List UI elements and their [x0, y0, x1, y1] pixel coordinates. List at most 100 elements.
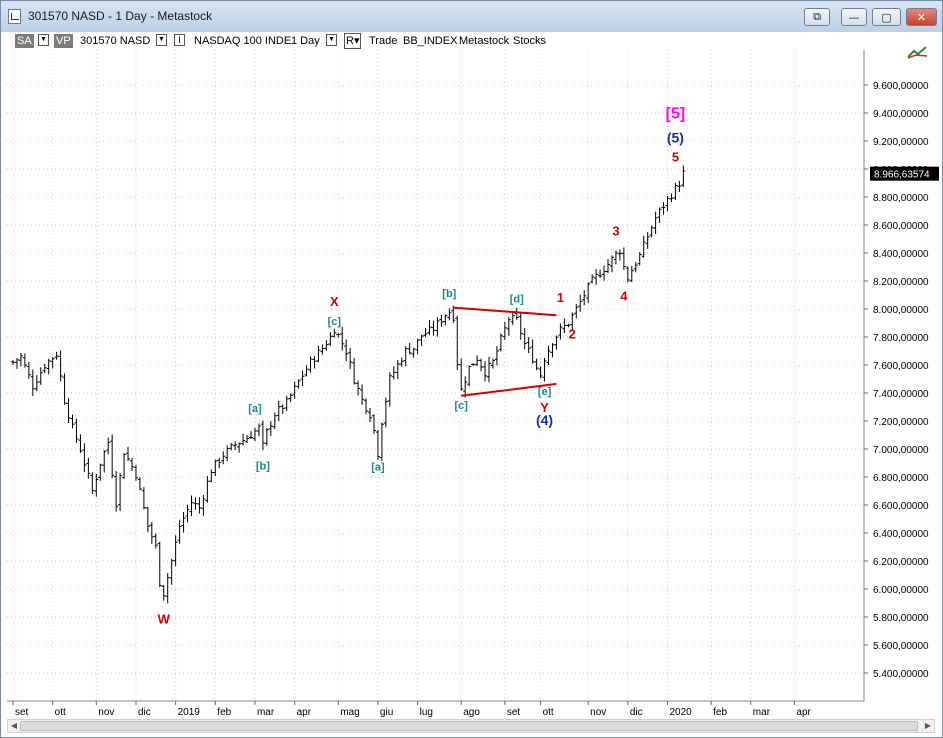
- ohlc-bar: [546, 345, 551, 365]
- ohlc-bar: [153, 533, 158, 549]
- ohlc-bar: [594, 269, 599, 285]
- ohlc-bar: [415, 338, 420, 355]
- period-dropdown-icon[interactable]: ▼: [326, 34, 337, 46]
- ohlc-bar: [379, 422, 384, 462]
- ohlc-bar: [542, 358, 547, 382]
- ohlc-bar: [241, 433, 246, 446]
- wave-label: 1: [557, 290, 564, 305]
- last-price-box: [870, 166, 939, 181]
- ohlc-bar: [661, 202, 666, 215]
- wave-label: Y: [540, 400, 549, 415]
- ohlc-bar: [249, 431, 253, 439]
- ohlc-bar: [475, 355, 480, 367]
- chart-window-icon: [8, 9, 21, 24]
- triangle-trendline: [453, 306, 557, 317]
- vp-button[interactable]: VP: [54, 34, 73, 48]
- chart-grid: [7, 50, 864, 701]
- x-tick-label: feb: [217, 707, 231, 718]
- ohlc-bar: [245, 435, 250, 443]
- y-tick-label: 7.000,00000: [873, 445, 929, 456]
- ohlc-bar: [566, 323, 571, 328]
- scroll-left-icon[interactable]: ◀: [10, 721, 18, 730]
- ohlc-bar: [590, 274, 595, 284]
- ohlc-bar: [399, 357, 404, 367]
- ohlc-bar: [38, 367, 43, 385]
- wave-label: W: [158, 611, 171, 626]
- ohlc-bar: [94, 473, 99, 497]
- ohlc-bar: [86, 457, 91, 479]
- ohlc-bar: [463, 376, 468, 398]
- y-tick-label: 8.000,00000: [873, 305, 929, 316]
- close-button[interactable]: ✕: [906, 8, 937, 26]
- chart-tool-icon[interactable]: [906, 45, 930, 59]
- x-tick-label: ott: [543, 707, 554, 718]
- scroll-right-icon[interactable]: ▶: [924, 721, 932, 730]
- ohlc-bar: [439, 314, 444, 327]
- ohlc-bar: [554, 335, 559, 350]
- ohlc-bar: [268, 421, 273, 436]
- ohlc-bar: [256, 423, 261, 437]
- symbol-dropdown-icon[interactable]: ▼: [156, 34, 167, 46]
- restore-chart-button[interactable]: ⧉: [804, 8, 830, 26]
- ohlc-bar: [34, 375, 39, 392]
- y-tick-label: 6.800,00000: [873, 473, 929, 484]
- wave-label: 5: [672, 149, 679, 164]
- ohlc-bar: [498, 333, 503, 352]
- ohlc-bar: [284, 395, 289, 412]
- ohlc-bars: [11, 165, 686, 604]
- y-tick-label: 6.400,00000: [873, 529, 929, 540]
- last-price-tag: 8.966,63574: [870, 166, 939, 181]
- r-button[interactable]: R▾: [344, 33, 362, 49]
- ohlc-bar: [423, 327, 428, 337]
- trendlines: [453, 306, 557, 397]
- x-tick-label: nov: [590, 707, 606, 718]
- ohlc-bar: [252, 427, 257, 442]
- title-bar[interactable]: 301570 NASD - 1 Day - Metastock ⧉ — ▢ ✕: [1, 1, 942, 33]
- ohlc-bar: [411, 347, 416, 358]
- ohlc-bar: [141, 487, 146, 510]
- ohlc-bar: [669, 193, 674, 203]
- ohlc-bar: [471, 363, 476, 366]
- ohlc-bar: [304, 365, 309, 377]
- wave-label: [5]: [666, 106, 686, 123]
- ohlc-bar: [296, 379, 301, 389]
- ohlc-bar: [530, 339, 535, 364]
- ohlc-bar: [237, 442, 242, 453]
- trade-link[interactable]: Trade: [369, 35, 398, 47]
- ohlc-bar: [98, 463, 103, 481]
- wave-label: [c]: [328, 316, 342, 328]
- ohlc-bar: [18, 352, 23, 367]
- sa-dropdown-icon[interactable]: ▼: [38, 34, 49, 46]
- y-tick-label: 5.600,00000: [873, 641, 929, 652]
- ohlc-bar: [582, 290, 587, 306]
- sa-button[interactable]: SA: [15, 34, 34, 48]
- ohlc-bar: [90, 472, 95, 494]
- y-tick-label: 5.400,00000: [873, 669, 929, 680]
- ohlc-bar: [609, 255, 614, 273]
- scrollbar-thumb[interactable]: [20, 721, 918, 731]
- ohlc-bar: [649, 225, 654, 238]
- maximize-button[interactable]: ▢: [872, 8, 901, 26]
- horizontal-scrollbar[interactable]: ◀ ▶: [7, 719, 935, 733]
- ohlc-bar: [340, 326, 345, 351]
- x-tick-label: nov: [98, 707, 114, 718]
- ohlc-bar: [78, 434, 83, 453]
- y-tick-label: 7.400,00000: [873, 389, 929, 400]
- instrument-name: NASDAQ 100 INDE: [194, 35, 292, 47]
- minimize-button[interactable]: —: [841, 8, 867, 26]
- ohlc-bar: [427, 320, 432, 336]
- ohlc-bar: [260, 420, 265, 451]
- ohlc-bar: [42, 363, 47, 374]
- ohlc-bar: [467, 365, 472, 387]
- ohlc-bar: [233, 441, 238, 451]
- x-tick-label: ago: [463, 707, 480, 718]
- ohlc-bar: [173, 535, 178, 567]
- cursor-toggle-icon[interactable]: I: [174, 34, 185, 46]
- ohlc-bar: [300, 370, 305, 387]
- ohlc-bar: [272, 412, 277, 429]
- x-tick-label: apr: [796, 707, 811, 718]
- x-tick-label: feb: [713, 707, 727, 718]
- ohlc-bar: [324, 340, 329, 351]
